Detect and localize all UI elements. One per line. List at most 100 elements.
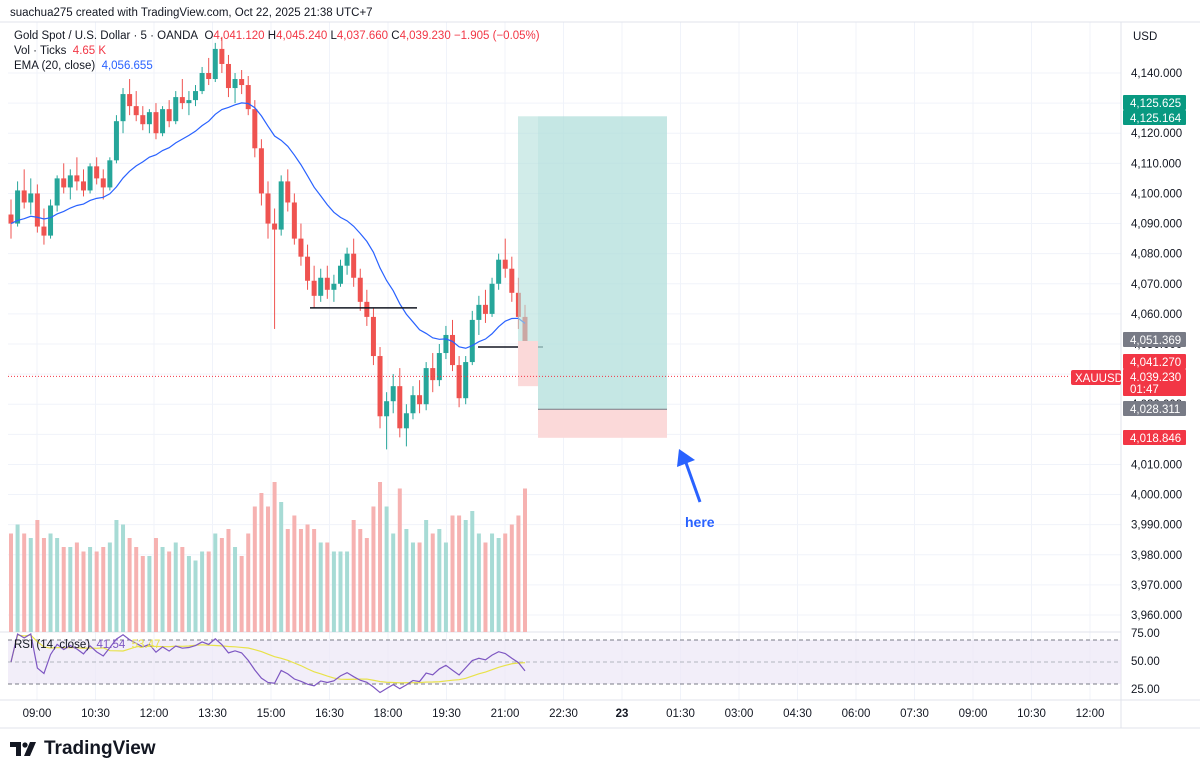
volume-label: Vol · Ticks [14,45,67,57]
annotation-arrow-head [677,449,695,467]
volume-bar [239,556,244,632]
price-tick-label: 4,110.000 [1131,158,1181,170]
candle-body [469,319,475,363]
volume-bar [252,506,257,632]
volume-bar [81,551,86,632]
rsi-ma-line [10,634,526,684]
candle-body [311,280,317,296]
volume-bar [358,529,363,632]
volume-bar [364,538,369,632]
candle-body [403,413,409,429]
candle-body [127,94,133,107]
volume-bar [371,506,376,632]
ema-legend[interactable]: EMA (20, close) 4,056.655 [14,59,153,74]
ohlc-high: 4,045.240 [276,30,328,42]
price-badge: 4,051.369 [1123,332,1186,347]
currency-label[interactable]: USD [1133,31,1158,43]
candle-body [397,386,403,429]
volume-bar [48,533,53,632]
price-badge: 4,041.270 [1123,354,1186,369]
time-tick-label: 18:00 [374,708,403,720]
price-badge: 4,018.846 [1123,430,1186,445]
volume-bar [443,542,448,632]
volume-bar [285,529,290,632]
rsi-label: RSI (14, close) [14,639,91,651]
volume-bar [417,542,422,632]
candle-body [54,178,60,206]
candle-body [21,190,27,203]
volume-bar [88,547,93,632]
time-tick-label: 19:30 [432,708,461,720]
volume-bar [331,551,336,632]
time-tick-label: 12:00 [1076,708,1105,720]
symbol-tag-label: XAUUSD [1075,373,1123,385]
candle-body [87,166,93,191]
candle-body [390,386,396,402]
candle-body [364,301,370,317]
volume-bar [470,511,475,632]
candle-body [252,109,258,149]
candle-body [219,48,225,64]
annotation-text: here [685,514,715,530]
attribution-text: suachua275 created with TradingView.com,… [10,7,373,19]
volume-bar [378,482,383,632]
symbol-tag: XAUUSD [1071,370,1123,385]
volume-legend[interactable]: Vol · Ticks 4.65 K [14,44,106,59]
volume-bar [279,502,284,632]
rsi-legend[interactable]: RSI (14, close) 41.54 53.47 [14,639,160,651]
candle-body [173,97,179,122]
symbol-tag-bg [1071,370,1121,385]
volume-bar [496,538,501,632]
volume-bar [272,482,277,632]
time-tick-label: 10:30 [1017,708,1046,720]
tradingview-logo: TradingView [10,738,156,760]
candle-body [61,178,67,188]
price-tick-label: 4,000.000 [1131,490,1182,502]
loss-zone-prev [518,340,538,387]
volume-bar [476,533,481,632]
volume-bar [509,524,514,632]
price-badge: 01:47 [1123,381,1186,396]
candle-body [206,73,212,80]
volume-bar [384,506,389,632]
rsi-tick-label: 75.00 [1131,628,1160,640]
price-badge-bg [1123,401,1186,416]
candle-body [8,214,14,224]
volume-bar [226,529,231,632]
time-tick-label: 04:30 [783,708,812,720]
candle-body [377,356,383,417]
candle-body [430,368,436,381]
rsi-ma-value: 53.47 [131,639,161,651]
time-tick-label: 22:30 [549,708,578,720]
time-tick-label: 01:30 [666,708,695,720]
volume-bar [424,520,429,632]
candle-body [160,109,166,134]
price-badge-label: 4,125.164 [1130,113,1182,125]
time-tick-label: 12:00 [140,708,169,720]
candle-body [179,97,185,104]
price-tick-label: 4,120.000 [1131,128,1182,140]
candle-body [199,73,205,92]
price-badge: 4,028.311 [1123,401,1186,416]
price-tick-label: 4,100.000 [1131,188,1182,200]
symbol-legend[interactable]: Gold Spot / U.S. Dollar · 5 · OANDA O4,0… [14,29,540,44]
rsi-tick-label: 50.00 [1131,656,1160,668]
volume-bar [107,542,112,632]
volume-bar [233,547,238,632]
time-tick-label: 15:00 [257,708,286,720]
price-axis: 4,140.0004,130.0004,120.0004,110.0004,10… [1123,68,1186,696]
volume-bar [28,538,33,632]
price-tick-label: 4,070.000 [1131,279,1182,291]
symbol-name: Gold Spot / U.S. Dollar · 5 · OANDA [14,30,199,42]
candles [8,36,528,450]
volume-bar [450,515,455,632]
price-badge-label: 01:47 [1130,384,1159,396]
candle-body [450,334,456,366]
candle-body [496,259,502,284]
candle-body [423,368,429,405]
profit-zone [538,116,667,410]
candle-body [305,256,311,281]
price-badge-label: 4,018.846 [1130,433,1181,445]
candle-body [133,106,139,116]
